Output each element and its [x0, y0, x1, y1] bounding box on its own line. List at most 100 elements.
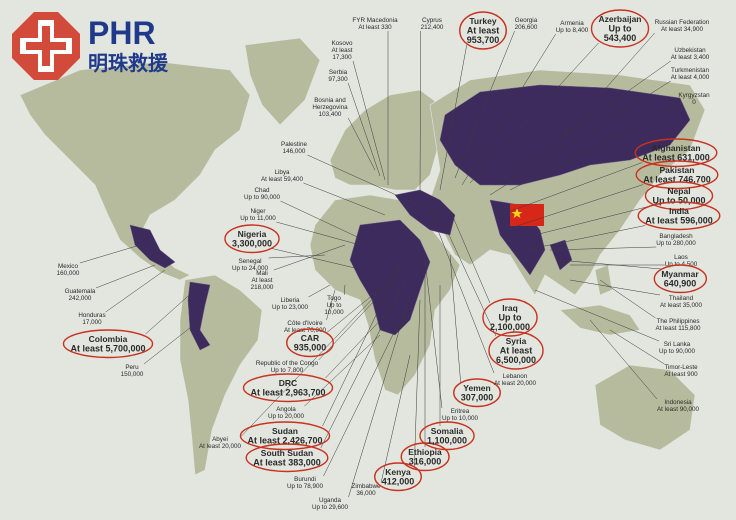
figure: At least: [252, 277, 273, 284]
label-text: Turkmenistan At least 4,000: [671, 67, 710, 81]
highlight-circle: [245, 443, 329, 473]
country-name: Republic of the Congo: [256, 360, 319, 367]
leader-line: [424, 259, 443, 409]
label-text: Thailand At least 35,000: [660, 295, 703, 309]
country-name: Peru: [125, 364, 139, 371]
country-name: India: [669, 206, 689, 216]
highlight-circle: [635, 160, 719, 190]
label-text: Nigeria 3,300,000: [232, 229, 272, 249]
leader-line: [427, 204, 495, 374]
label-text: Yemen 307,000: [461, 383, 494, 403]
figure: Up to 90,000: [244, 194, 281, 201]
leader-line: [449, 254, 461, 384]
country-label: Niger Up to 11,000: [240, 208, 276, 222]
label-text: Timor-Leste At least 900: [664, 364, 698, 378]
label-text: Mali At least 218,000: [251, 270, 274, 291]
country-label: Thailand At least 35,000: [660, 295, 703, 309]
country-label: Turkmenistan At least 4,000: [671, 67, 710, 81]
country-name: Nigeria: [238, 229, 267, 239]
leader-line: [347, 82, 381, 177]
label-text: Lebanon At least 20,000: [494, 373, 537, 387]
label-text: Bangladesh Up to 280,000: [656, 233, 696, 247]
highlighted-label: Syria At least 6,500,000: [488, 331, 544, 370]
country-name: Uzbekistan: [674, 47, 706, 54]
figure: At least 70,000: [284, 327, 327, 334]
figure: 640,900: [664, 279, 697, 289]
label-text: Côte d'Ivoire At least 70,000: [284, 320, 327, 334]
highlighted-label: Colombia At least 5,700,000: [62, 329, 154, 359]
country-name: Somalia: [431, 426, 464, 436]
label-text: Turkey At least 953,700: [467, 16, 500, 45]
figure: 160,000: [57, 270, 80, 277]
highlight-circle: [453, 378, 501, 408]
highlighted-label: Azerbaijan Up to 543,400: [590, 9, 650, 48]
leader-line: [494, 60, 671, 186]
highlighted-label: CAR 935,000: [286, 328, 334, 358]
highlighted-label: Nepal Up to 50,000: [644, 181, 714, 211]
country-name: Honduras: [78, 312, 105, 319]
highlighted-label: Afghanistan At least 631,000: [634, 138, 718, 168]
figure: Up to 280,000: [656, 240, 696, 247]
country-label: Russian Federation At least 34,900: [655, 19, 710, 33]
highlighted-label: Turkey At least 953,700: [459, 11, 507, 50]
leader-line: [454, 30, 515, 179]
country-label: Republic of the Congo Up to 7,800: [256, 360, 319, 374]
leader-line: [489, 80, 671, 196]
country-label: FYR Macedonia At least 330: [352, 17, 398, 31]
country-label: Armenia Up to 8,400: [556, 20, 589, 34]
leader-line: [534, 289, 660, 342]
figure: 543,400: [604, 33, 637, 43]
label-text: Armenia Up to 8,400: [556, 20, 589, 34]
country-name: Iraq: [502, 303, 518, 313]
country-label: Indonesia At least 90,000: [657, 399, 700, 413]
country-name: Côte d'Ivoire: [287, 320, 323, 327]
figure: At least 90,000: [657, 406, 700, 413]
figure: Up to 29,600: [312, 504, 349, 511]
highlight-circle: [224, 224, 280, 254]
label-text: Georgia 206,600: [515, 17, 538, 31]
highlighted-label: Sudan At least 2,426,700: [239, 421, 331, 451]
label-text: Kenya 412,000: [382, 467, 415, 487]
leader-line: [241, 269, 401, 437]
highlighted-label: Kenya 412,000: [374, 462, 422, 492]
leader-line: [318, 299, 376, 361]
highlighted-label: India At least 596,000: [637, 201, 721, 231]
label-text: Somalia 1,100,000: [427, 426, 467, 446]
country-label: Bangladesh Up to 280,000: [656, 233, 696, 247]
leader-line: [524, 225, 646, 251]
figure: 1,100,000: [427, 436, 467, 446]
country-name: Ethiopia: [408, 447, 442, 457]
figure: At least 596,000: [645, 216, 713, 226]
figure: 146,000: [283, 148, 306, 155]
leader-line: [271, 248, 356, 269]
highlighted-label: Ethiopia 316,000: [400, 442, 450, 472]
figure: At least 746,700: [643, 175, 711, 185]
figure: Up to 7,800: [271, 367, 304, 374]
country-label: Zimbabwe 36,000: [351, 483, 381, 497]
country-label: Liberia Up to 23,000: [272, 297, 309, 311]
figure: Up to 10,000: [442, 415, 479, 422]
label-text: Togo Up to 10,000: [324, 295, 344, 316]
leader-line: [599, 279, 656, 319]
label-text: Sri Lanka Up to 90,000: [659, 341, 696, 355]
leader-line: [326, 284, 386, 334]
country-label: Bosnia and Herzegovina 103,400: [312, 97, 348, 118]
country-name: Nepal: [667, 186, 690, 196]
label-text: Pakistan At least 746,700: [643, 165, 711, 185]
highlight-circle: [239, 421, 331, 451]
country-name: Niger: [250, 208, 265, 215]
figure: At least 59,400: [261, 176, 304, 183]
label-text: South Sudan At least 383,000: [253, 448, 321, 468]
country-name: The Philippines: [656, 318, 699, 325]
country-name: Togo: [327, 295, 341, 302]
figure: At least: [332, 47, 353, 54]
highlighted-label: Yemen 307,000: [453, 378, 501, 408]
country-name: Laos: [674, 254, 688, 261]
figure: Up to 50,000: [652, 196, 705, 206]
figure: At least: [467, 26, 500, 36]
figure: 150,000: [121, 371, 144, 378]
label-text: The Philippines At least 115,800: [655, 318, 701, 332]
figure: 206,600: [515, 24, 538, 31]
highlighted-label: South Sudan At least 383,000: [245, 443, 329, 473]
